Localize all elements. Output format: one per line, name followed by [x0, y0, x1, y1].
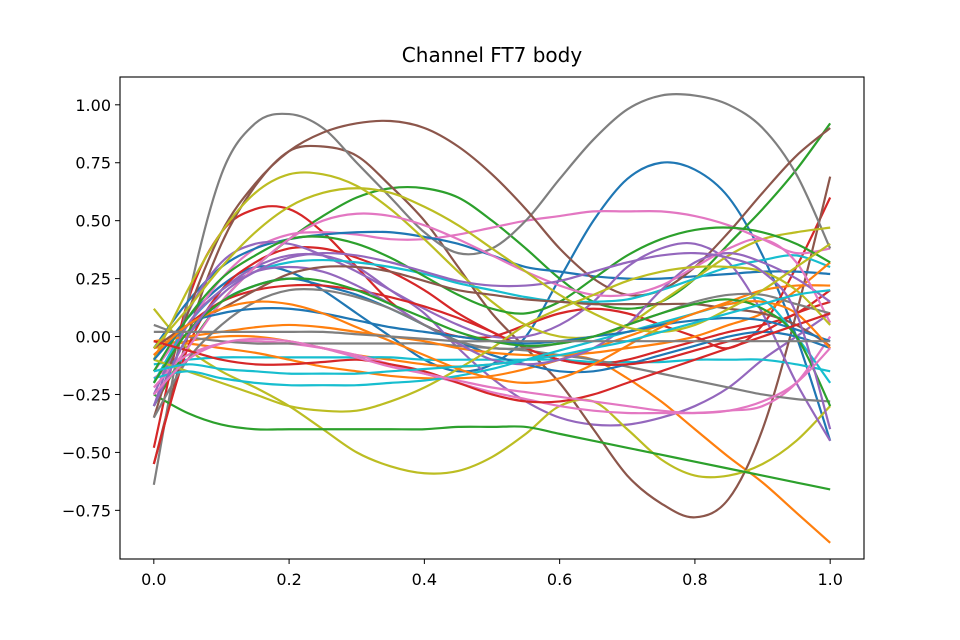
y-tick-label: −0.50: [62, 443, 111, 462]
y-tick-label: 1.00: [75, 96, 111, 115]
series-line-23: [152, 226, 831, 372]
series-line-8: [152, 92, 832, 486]
x-tick-label: 0.4: [412, 570, 437, 589]
series-line-39: [153, 289, 831, 375]
series-line-32: [153, 300, 831, 384]
series-line-4: [152, 197, 832, 449]
y-tick-label: 0.25: [75, 270, 111, 289]
series-line-37: [153, 330, 831, 343]
y-axis: −0.75 −0.50 −0.25 0.00 0.25 0.50 0.75 1.00: [62, 96, 120, 520]
x-axis: 0.0 0.2 0.4 0.6 0.8 1.0: [141, 559, 843, 589]
y-tick-label: 0.00: [75, 328, 111, 347]
x-tick-label: 0.8: [682, 570, 707, 589]
x-tick-label: 0.0: [141, 570, 166, 589]
y-tick-label: 0.50: [75, 212, 111, 231]
series-line-38: [152, 187, 831, 349]
series-line-9: [152, 308, 831, 479]
x-tick-label: 1.0: [817, 570, 842, 589]
x-tick-label: 0.2: [276, 570, 301, 589]
y-tick-label: 0.75: [75, 154, 111, 173]
series-line-29: [153, 265, 831, 413]
series-line-13: [153, 393, 831, 491]
series-line-24: [153, 283, 831, 367]
series-line-19: [152, 171, 831, 361]
chart-title: Channel FT7 body: [402, 43, 583, 67]
series-line-35: [152, 251, 832, 430]
series-line-16: [152, 119, 831, 418]
series-line-27: [152, 212, 832, 389]
y-tick-label: −0.25: [62, 385, 111, 404]
series-layer: [152, 92, 832, 544]
plot-frame: [119, 76, 865, 560]
series-line-34: [153, 312, 831, 404]
series-line-36: [153, 337, 831, 415]
y-tick-label: −0.75: [62, 501, 111, 520]
series-line-22: [153, 261, 831, 357]
x-tick-label: 0.6: [547, 570, 572, 589]
series-line-6: [152, 144, 832, 519]
